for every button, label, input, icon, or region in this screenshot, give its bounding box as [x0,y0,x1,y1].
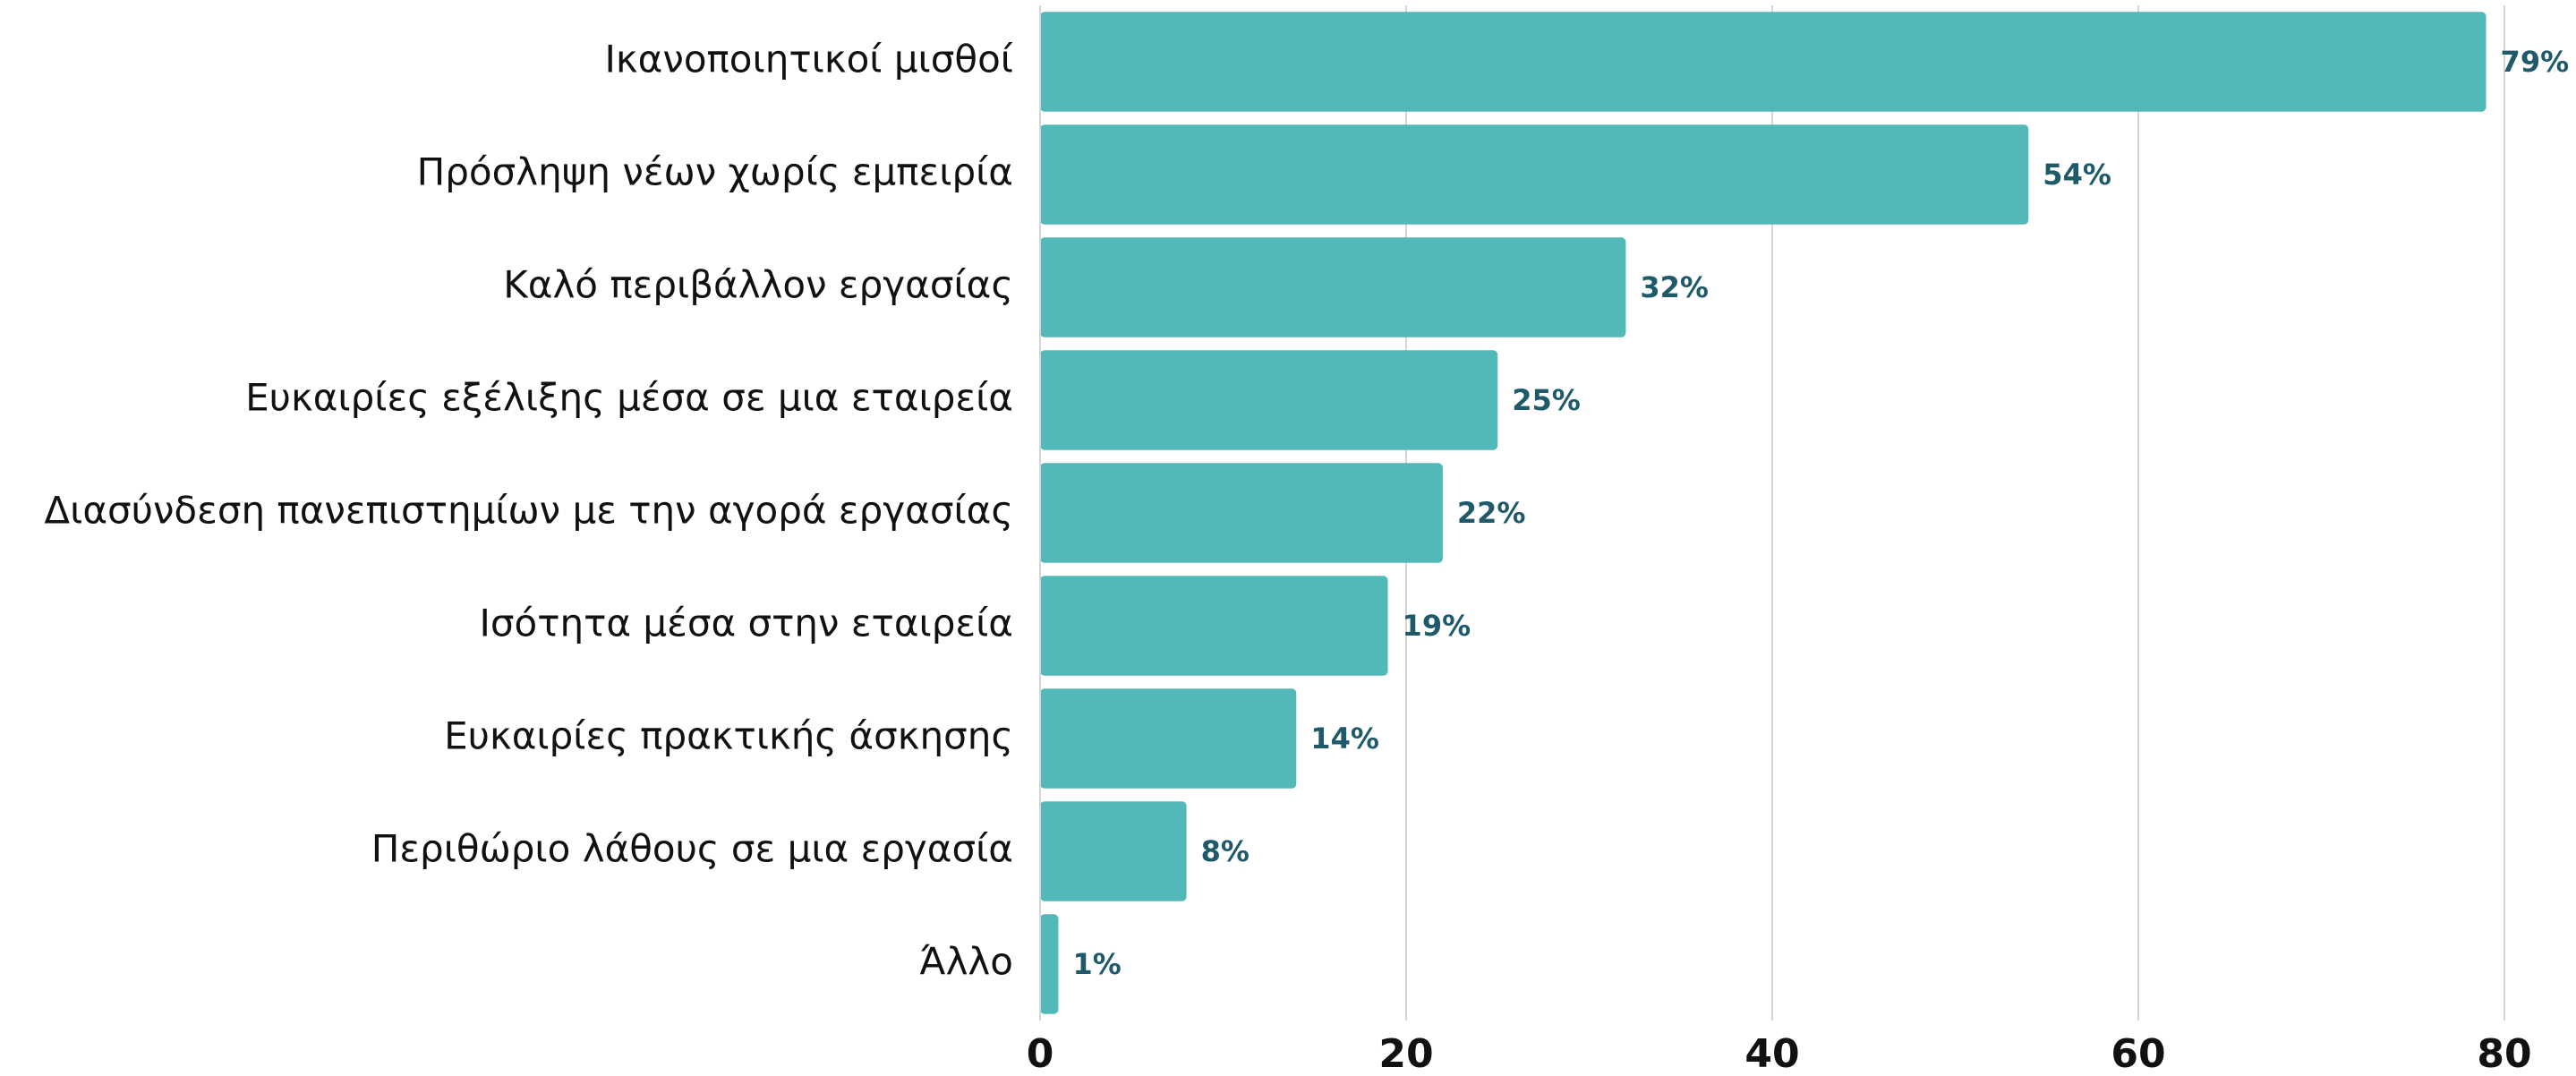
value-label: 79% [2501,45,2570,79]
category-label: Πρόσληψη νέων χωρίς εμπειρία [417,150,1013,194]
category-label: Ικανοποιητικοί μισθοί [605,38,1013,81]
bar [1040,237,1626,337]
bar [1040,12,2486,112]
value-label: 22% [1457,496,1526,530]
x-tick-label: 80 [2477,1031,2531,1076]
value-label: 8% [1201,834,1250,868]
category-label: Διασύνδεση πανεπιστημίων με την αγορά ερ… [44,489,1013,533]
bar [1040,801,1187,901]
bar [1040,350,1498,450]
x-tick-label: 60 [2111,1031,2165,1076]
category-label: Ευκαιρίες εξέλιξης μέσα σε μια εταιρεία [245,376,1013,420]
bar [1040,688,1297,789]
value-label: 19% [1403,609,1471,643]
bar [1040,576,1388,676]
category-label: Ευκαιρίες πρακτικής άσκησης [444,714,1013,758]
value-label: 14% [1310,722,1379,756]
category-label: Άλλο [920,940,1014,984]
bar [1040,124,2029,225]
x-tick-label: 40 [1744,1031,1799,1076]
x-tick-label: 20 [1378,1031,1433,1076]
value-label: 32% [1640,270,1709,304]
bar [1040,463,1443,563]
bar [1040,914,1059,1014]
category-label: Περιθώριο λάθους σε μια εργασία [371,827,1013,871]
value-label: 1% [1072,947,1121,981]
x-tick-label: 0 [1027,1031,1054,1076]
category-label: Ισότητα μέσα στην εταιρεία [480,602,1014,645]
category-label: Καλό περιβάλλον εργασίας [503,263,1013,307]
value-label: 54% [2043,158,2111,192]
value-label: 25% [1512,383,1581,417]
